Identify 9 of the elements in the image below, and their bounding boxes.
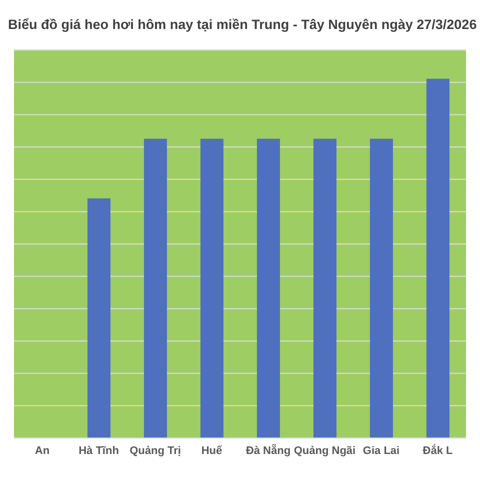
x-tick-label: Đắk L	[422, 444, 453, 457]
x-tick-label: An	[34, 444, 50, 457]
x-tick-label: Huế	[201, 444, 224, 457]
x-tick-label: Quảng Trị	[130, 444, 181, 457]
x-tick-label: Quảng Ngãi	[294, 444, 356, 457]
x-tick-label: Hà Tĩnh	[78, 444, 120, 457]
chart-title: Biểu đồ giá heo hơi hôm nay tại miền Trung - Tây Nguyên ngày 27/3/2026	[8, 16, 477, 34]
x-tick-label: Đà Nẵng	[246, 444, 291, 457]
x-tick-label: Gia Lai	[362, 444, 400, 457]
